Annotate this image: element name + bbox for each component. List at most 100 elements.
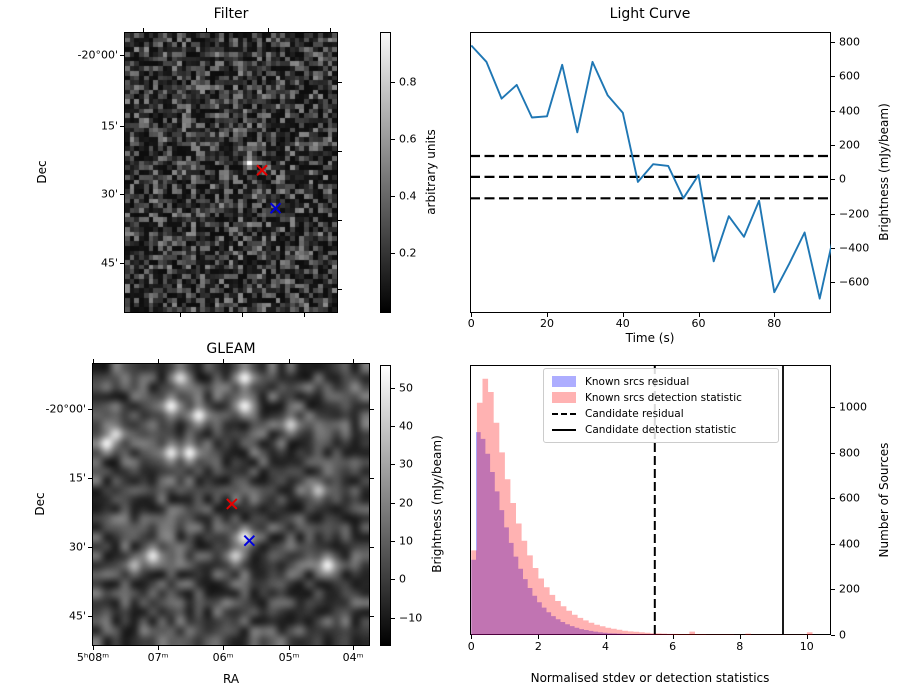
tick-mark (158, 646, 159, 650)
tick-label: 0 (839, 172, 846, 186)
legend-row: Known srcs detection statistic (552, 390, 770, 405)
tick-label: −200 (839, 207, 870, 221)
tick-mark (143, 28, 144, 32)
tick-mark (391, 464, 395, 465)
tick-mark (831, 144, 835, 146)
legend-label: Known srcs residual (585, 375, 690, 388)
tick-label: 800 (839, 35, 860, 49)
tick-mark (538, 635, 540, 639)
tick-label: 200 (839, 582, 860, 596)
tick-label: −10 (399, 611, 423, 625)
legend-label: Candidate residual (585, 407, 684, 420)
tick-mark (338, 151, 342, 152)
histogram-series-0 (471, 432, 674, 635)
tick-label: 15' (100, 119, 118, 133)
tick-mark (158, 359, 159, 363)
histogram-legend: Known srcs residual Known srcs detection… (543, 368, 779, 443)
tick-label: 45' (68, 609, 86, 623)
tick-label: 6 (669, 640, 677, 653)
tick-mark (831, 247, 835, 249)
tick-mark (88, 547, 92, 548)
tick-mark (391, 579, 395, 581)
tick-mark (120, 194, 124, 195)
tick-mark (338, 220, 342, 221)
tick-label: 0.6 (399, 132, 417, 145)
tick-mark (93, 359, 94, 363)
tick-mark (806, 635, 808, 639)
comparison-position-marker (243, 535, 256, 547)
tick-mark (391, 138, 395, 140)
tick-label: 50 (399, 381, 413, 395)
tick-mark (223, 646, 224, 650)
tick-label: -20°00' (45, 402, 87, 416)
tick-label: 0 (467, 317, 475, 330)
tick-label: 10 (799, 640, 814, 653)
tick-label: -20°00' (77, 48, 119, 62)
tick-mark (471, 313, 473, 317)
tick-label: 0.2 (399, 246, 417, 259)
tick-mark (831, 42, 835, 44)
light-curve-plot (470, 44, 831, 300)
tick-mark (391, 195, 395, 197)
tick-label: 40 (399, 419, 413, 433)
tick-label: 30' (68, 540, 86, 554)
tick-label: 20 (399, 496, 413, 510)
tick-mark (338, 289, 342, 290)
comparison-position-marker (269, 202, 282, 214)
tick-label: 10 (399, 534, 413, 548)
tick-mark (831, 589, 835, 591)
tick-label: 800 (839, 446, 860, 460)
tick-mark (289, 359, 290, 363)
tick-mark (120, 263, 124, 264)
tick-mark (180, 313, 181, 317)
tick-mark (831, 498, 835, 500)
tick-mark (622, 313, 624, 317)
tick-label: 600 (839, 491, 860, 505)
tick-mark (831, 543, 835, 545)
tick-mark (391, 82, 395, 83)
candidate-position-marker (226, 498, 238, 510)
tick-mark (831, 452, 835, 454)
tick-label: 200 (839, 138, 860, 152)
tick-mark (672, 635, 674, 639)
tick-mark (391, 618, 395, 619)
legend-row: Known srcs residual (552, 374, 770, 389)
tick-label: 0 (467, 640, 475, 653)
tick-mark (391, 388, 395, 389)
tick-mark (353, 359, 354, 363)
tick-label: 06ᵐ (212, 651, 234, 664)
tick-mark (242, 313, 243, 317)
filter-colorbar (380, 32, 391, 313)
tick-mark (289, 646, 290, 650)
tick-mark (391, 252, 395, 254)
tick-label: 2 (534, 640, 542, 653)
filter-title: Filter (213, 6, 249, 22)
legend-row: Candidate residual (552, 406, 770, 421)
tick-mark (391, 541, 395, 542)
tick-label: 0.4 (399, 189, 417, 202)
tick-label: 8 (736, 640, 744, 653)
tick-label: 80 (767, 317, 782, 330)
gleam-title: GLEAM (206, 341, 256, 357)
tick-mark (605, 635, 607, 639)
tick-mark (370, 478, 374, 479)
tick-mark (93, 646, 94, 650)
tick-mark (370, 616, 374, 617)
legend-label: Candidate detection statistic (585, 423, 737, 436)
tick-label: 400 (839, 537, 860, 551)
filter-image (125, 33, 337, 312)
tick-mark (223, 359, 224, 363)
histogram-series-1 (471, 378, 813, 635)
legend-row: Candidate detection statistic (552, 422, 770, 437)
tick-mark (831, 407, 835, 408)
light-curve-title: Light Curve (609, 6, 691, 22)
tick-label: 15' (68, 471, 86, 485)
tick-label: 07ᵐ (147, 651, 169, 664)
tick-label: 400 (839, 104, 860, 118)
tick-mark (370, 409, 374, 410)
tick-label: 40 (615, 317, 630, 330)
tick-label: 60 (691, 317, 706, 330)
tick-mark (391, 425, 395, 427)
tick-mark (739, 635, 741, 639)
